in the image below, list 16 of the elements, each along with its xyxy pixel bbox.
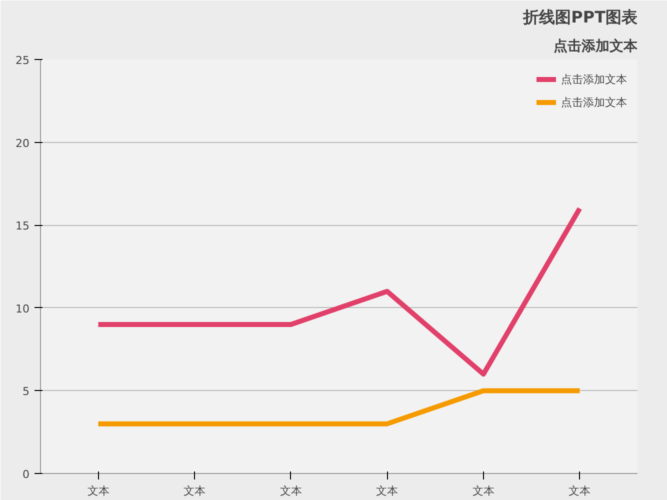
x-tick-label: 文本 xyxy=(568,484,591,498)
y-tick-label: 5 xyxy=(22,385,30,398)
x-tick-label: 文本 xyxy=(376,484,398,498)
y-tick-label: 10 xyxy=(16,302,30,316)
chart-title: 折线图PPT图表 xyxy=(522,8,638,26)
legend-label: 点击添加文本 xyxy=(561,72,627,86)
y-tick-label: 25 xyxy=(16,54,30,67)
x-tick-label: 文本 xyxy=(87,484,110,498)
y-tick-label: 20 xyxy=(16,136,30,150)
x-tick-label: 文本 xyxy=(472,484,494,498)
x-tick-label: 文本 xyxy=(280,484,302,498)
y-tick-label: 15 xyxy=(16,220,30,233)
chart-subtitle: 点击添加文本 xyxy=(554,38,638,54)
x-tick-label: 文本 xyxy=(184,484,206,498)
legend-label: 点击添加文本 xyxy=(561,94,627,110)
y-tick-label: 0 xyxy=(22,468,30,481)
